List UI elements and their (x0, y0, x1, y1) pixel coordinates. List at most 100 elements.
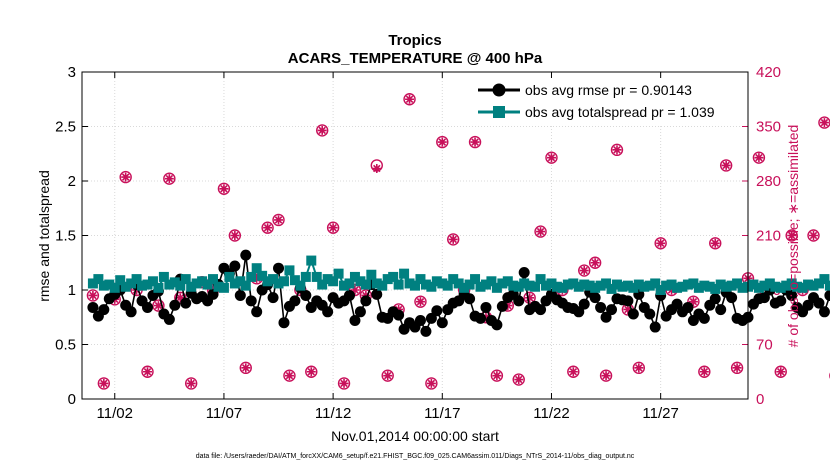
rmse-point (513, 295, 525, 307)
obs-possible-point (709, 237, 722, 250)
y-tick-label: 0.5 (55, 337, 76, 354)
rmse-point (245, 295, 257, 307)
totalspread-point (262, 276, 273, 287)
obs-possible-point (337, 377, 351, 390)
obs-assimilated-point (339, 378, 349, 388)
totalspread-point (453, 278, 464, 289)
rmse-point (98, 304, 110, 316)
rmse-point (425, 312, 437, 324)
obs-assimilated-point (164, 174, 174, 184)
totalspread-point (186, 281, 197, 292)
totalspread-point (797, 282, 808, 293)
obs-possible-point (425, 377, 438, 390)
totalspread-point (360, 279, 371, 290)
rmse-point (420, 325, 432, 337)
totalspread-point (197, 276, 208, 287)
totalspread-point (115, 275, 126, 286)
totalspread-point (109, 282, 120, 293)
totalspread-point (415, 274, 426, 285)
totalspread-point (104, 279, 115, 290)
totalspread-point (120, 281, 131, 292)
obs-possible-point (119, 170, 132, 184)
totalspread-point (628, 282, 639, 293)
totalspread-point (693, 282, 704, 293)
rmse-point (698, 312, 710, 324)
obs-assimilated-point (787, 231, 797, 240)
totalspread-point (579, 279, 590, 290)
obs-possible-point (610, 143, 624, 157)
rmse-point (142, 301, 154, 313)
totalspread-point (584, 280, 595, 291)
obs-possible-point (774, 365, 787, 378)
obs-assimilated-point (415, 297, 425, 307)
y2-tick-label: 210 (756, 228, 781, 245)
rmse-point (595, 301, 607, 313)
totalspread-point (775, 282, 786, 293)
totalspread-point (710, 283, 721, 294)
rmse-point (818, 306, 830, 318)
obs-assimilated-point (667, 285, 677, 295)
totalspread-point (420, 279, 431, 290)
obs-possible-point (141, 365, 154, 378)
rmse-point (125, 306, 137, 318)
obs-possible-point (752, 151, 766, 164)
rmse-point (726, 292, 738, 304)
totalspread-point (404, 278, 415, 289)
obs-assimilated-point (284, 371, 294, 381)
y2-tick-label: 0 (756, 391, 764, 408)
totalspread-point (169, 277, 180, 288)
rmse-point (343, 289, 355, 301)
rmse-point (240, 249, 252, 261)
rmse-point (573, 306, 585, 318)
rmse-point (627, 308, 639, 320)
totalspread-point (524, 280, 535, 291)
obs-assimilated-point (721, 160, 731, 170)
totalspread-point (595, 280, 606, 291)
totalspread-point (208, 274, 219, 285)
x-axis-label: Nov.01,2014 00:00:00 start (331, 428, 499, 444)
y2-tick-label: 350 (756, 119, 781, 136)
rmse-point (354, 306, 366, 318)
rmse-point (578, 298, 590, 310)
totalspread-point (459, 282, 470, 293)
totalspread-point (699, 280, 710, 291)
rmse-point (682, 301, 694, 313)
totalspread-point (306, 255, 317, 266)
totalspread-point (322, 274, 333, 285)
totalspread-point (786, 278, 797, 289)
rmse-point (824, 289, 830, 301)
chart-title: Tropics (388, 32, 441, 49)
legend-box (474, 78, 744, 126)
obs-assimilated-point (525, 293, 535, 303)
rmse-point (475, 312, 487, 324)
totalspread-point (677, 281, 688, 292)
totalspread-point (551, 281, 562, 292)
totalspread-point (644, 280, 655, 291)
totalspread-point (470, 274, 481, 285)
rmse-point (491, 319, 503, 331)
totalspread-point (273, 278, 284, 289)
obs-possible-point (512, 373, 525, 386)
obs-assimilated-point (405, 94, 415, 104)
obs-possible-point (545, 151, 558, 164)
rmse-point (169, 299, 181, 311)
totalspread-point (824, 280, 830, 291)
rmse-point (273, 262, 285, 274)
rmse-point (775, 295, 787, 307)
rmse-point (649, 321, 661, 333)
obs-possible-point (315, 124, 329, 137)
totalspread-point (688, 278, 699, 289)
totalspread-point (530, 281, 541, 292)
obs-possible-point (588, 256, 602, 269)
totalspread-point (617, 281, 628, 292)
obs-assimilated-point (328, 223, 338, 233)
totalspread-point (251, 263, 262, 274)
totalspread-point (666, 279, 677, 290)
rmse-point (518, 267, 530, 279)
totalspread-point (191, 278, 202, 289)
x-tick-label: 11/17 (424, 405, 460, 422)
obs-possible-point (719, 159, 733, 172)
totalspread-point (672, 282, 683, 293)
plot-frame (81, 71, 749, 400)
obs-assimilated-point (492, 371, 502, 381)
